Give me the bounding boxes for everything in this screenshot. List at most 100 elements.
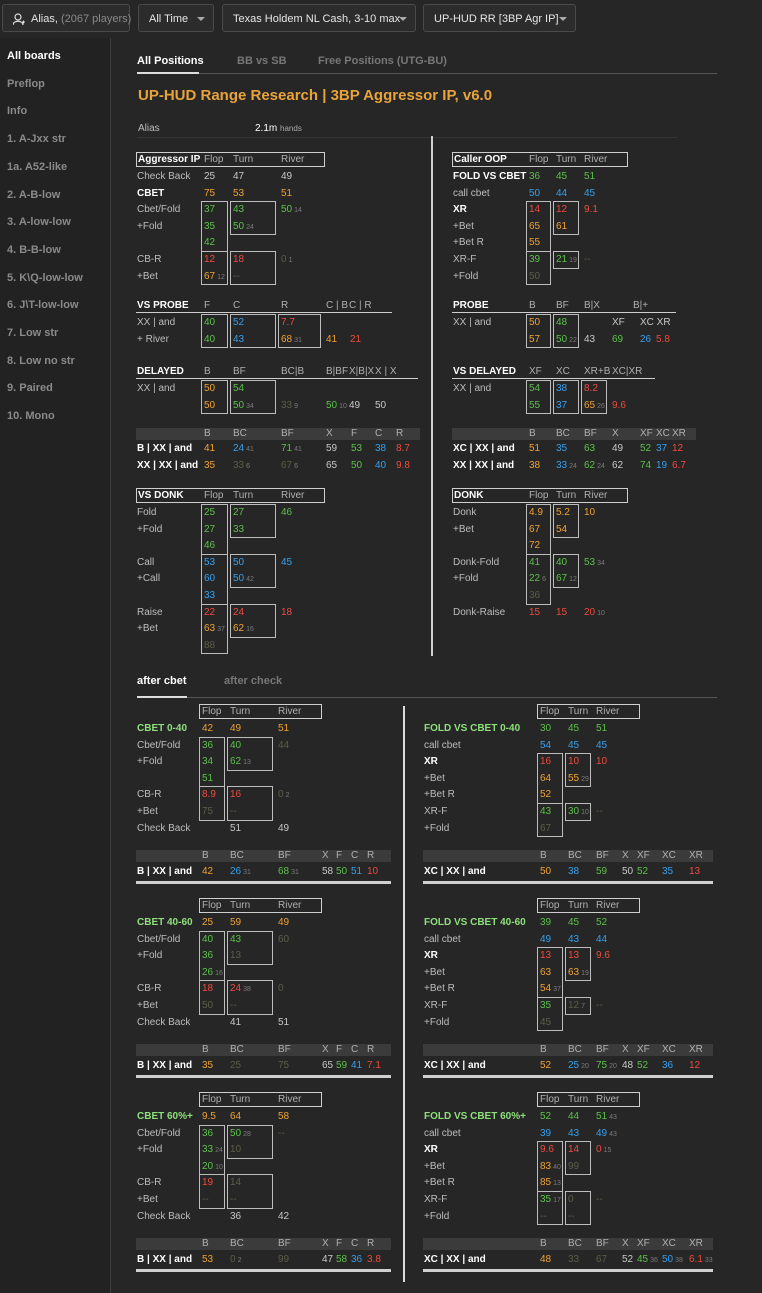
stat-value: 49 — [612, 443, 624, 454]
sample-size: 42 — [246, 576, 254, 584]
row-label: FOLD VS CBET 0-40 — [424, 723, 521, 734]
sidebar-item[interactable]: 3. A-low-low — [7, 216, 71, 229]
row-label: +Call — [137, 573, 161, 585]
sidebar-item[interactable]: 10. Mono — [7, 410, 55, 423]
alias-filter[interactable]: Alias, (2067 players) — [2, 4, 131, 32]
sidebar-item[interactable]: 4. B-B-low — [7, 243, 61, 256]
stat-value: 65 — [326, 459, 338, 471]
stat-value: 64 — [230, 1111, 242, 1122]
stat-value: 41 — [351, 1060, 363, 1071]
tab-underline — [137, 72, 199, 74]
column-header: PROBE — [453, 300, 489, 311]
column-header: River — [584, 154, 608, 165]
value-box — [526, 504, 551, 555]
sample-size: 13 — [553, 1180, 561, 1188]
column-header: X — [326, 428, 333, 439]
header-box — [537, 704, 640, 719]
stat-value: -- — [230, 806, 237, 817]
stat-value: 40 — [556, 556, 568, 568]
sidebar-item[interactable]: All boards — [7, 50, 61, 62]
stat-value: 35 — [204, 459, 216, 471]
stat-value: 48 — [540, 1254, 552, 1265]
header-band — [136, 428, 420, 440]
sidebar-item[interactable]: 8. Low no str — [7, 354, 75, 367]
column-header: Flop — [529, 490, 549, 501]
column-header: C — [233, 300, 241, 311]
row-label: Check Back — [137, 1210, 191, 1222]
sample-size: 31 — [291, 869, 299, 876]
sidebar-item[interactable]: 5. K\Q-low-low — [7, 271, 83, 284]
sidebar-item[interactable]: 9. Paired — [7, 382, 53, 395]
stat-value: 68 31 — [278, 866, 299, 877]
header-box — [199, 898, 322, 913]
stat-value: 51 — [529, 443, 541, 454]
row-label: Donk-Raise — [453, 606, 506, 618]
subtab[interactable]: after cbet — [137, 675, 187, 687]
sidebar-item[interactable]: 6. J\T-low-low — [7, 299, 79, 312]
summary-rule — [423, 1268, 713, 1272]
sidebar-item[interactable]: 2. A-B-low — [7, 188, 61, 201]
sidebar-item[interactable]: 1a. A52-like — [7, 160, 68, 173]
sample-size: 12 — [217, 273, 225, 281]
column-header: River — [281, 154, 305, 165]
sidebar-item[interactable]: Info — [7, 105, 28, 118]
value-box — [526, 314, 551, 349]
stat-value: 18 — [202, 983, 214, 995]
value-box — [199, 930, 225, 982]
value-box — [553, 201, 579, 236]
column-header: XR — [689, 1044, 703, 1055]
column-header: Flop — [540, 1094, 560, 1105]
column-header: B — [202, 1044, 209, 1055]
column-header: X — [622, 1238, 629, 1249]
header-rule — [136, 312, 392, 313]
stat-value: 13 — [230, 950, 242, 962]
stat-value: 50 — [351, 459, 363, 471]
column-header: BC — [556, 428, 570, 439]
subtab[interactable]: after check — [224, 675, 283, 687]
sidebar-item[interactable]: Preflop — [7, 77, 45, 90]
stat-value: 40 — [202, 933, 214, 945]
stat-value: 25 — [230, 1060, 242, 1071]
column-header: B — [204, 428, 211, 439]
stat-value: 50 10 — [326, 399, 347, 411]
stat-value: 10 — [230, 1144, 242, 1156]
row-label: XX | and — [137, 317, 176, 328]
header-box — [136, 488, 325, 503]
stat-value: 19 — [656, 459, 668, 471]
stat-value: 40 — [204, 317, 216, 328]
stat-value: 42 — [202, 723, 214, 734]
stat-value: 83 40 — [540, 1160, 561, 1172]
value-box — [537, 1141, 563, 1192]
sample-size: 31 — [294, 336, 302, 344]
stat-value: 60 — [204, 573, 216, 585]
header-box — [452, 488, 628, 503]
stat-value: 41 — [529, 556, 541, 568]
tab[interactable]: All Positions — [137, 55, 204, 67]
stat-value: 25 — [204, 171, 216, 182]
sample-size: 13 — [243, 759, 251, 767]
game-filter[interactable]: Texas Holdem NL Cash, 3-10 max — [222, 4, 416, 32]
column-header: Flop — [529, 154, 549, 165]
stat-value: 49 — [349, 399, 361, 411]
stat-value: 50 24 — [233, 220, 254, 232]
stat-value: 37 — [204, 204, 216, 216]
value-box — [227, 1124, 273, 1159]
sidebar-item[interactable]: 7. Low str — [7, 327, 59, 339]
sidebar-item[interactable]: 1. A-Jxx str — [7, 133, 66, 146]
row-label: XR-F — [424, 1000, 448, 1011]
row-label: +Bet — [137, 1194, 158, 1205]
row-label: +Fold — [424, 1016, 450, 1028]
hud-filter[interactable]: UP-HUD RR [3BP Agr IP] — [423, 4, 576, 32]
tab[interactable]: Free Positions (UTG-BU) — [318, 55, 447, 67]
stat-value: 48 — [622, 1060, 634, 1071]
stat-value: 67 — [529, 523, 541, 535]
row-label: +Fold — [137, 220, 163, 232]
time-filter[interactable]: All Time — [138, 4, 214, 32]
stat-value: 50 — [375, 399, 387, 411]
stat-value: 27 — [204, 523, 216, 535]
column-header: XC — [662, 850, 676, 861]
column-header: R — [367, 850, 375, 861]
stat-value: 16 — [230, 789, 242, 801]
tab[interactable]: BB vs SB — [237, 55, 287, 67]
stat-value: 26 16 — [202, 966, 223, 978]
